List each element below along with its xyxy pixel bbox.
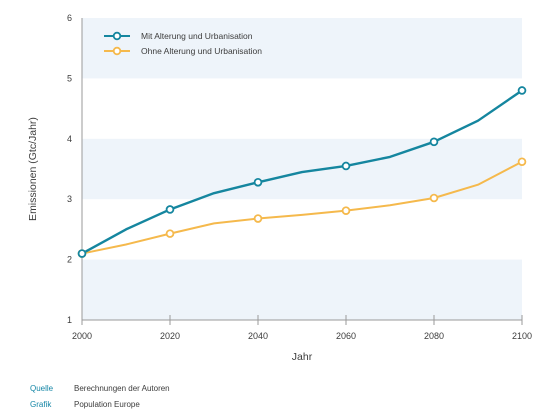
series-point-0 [253, 177, 263, 187]
graphic-line: Grafik Population Europe [30, 400, 140, 409]
source-value: Berechnungen der Autoren [74, 384, 170, 393]
grid-band [82, 18, 522, 79]
x-tick-label: 2000 [72, 331, 92, 341]
x-tick-labels: 2000 2020 2040 2060 2080 2100 [72, 315, 532, 341]
y-axis-title: Emissionen (Gtc/Jahr) [27, 117, 39, 221]
graphic-label: Grafik [30, 400, 52, 409]
x-tick-label: 2080 [424, 331, 444, 341]
series-point-1 [341, 206, 351, 215]
series-markers [77, 86, 527, 258]
x-tick-label: 2100 [512, 331, 532, 341]
source-line: Quelle Berechnungen der Autoren [30, 384, 170, 393]
series-lines [81, 89, 523, 255]
series-line-0 [81, 89, 523, 255]
x-axis-title: Jahr [292, 351, 313, 363]
y-tick-labels: 1 2 3 4 5 6 [67, 13, 72, 325]
legend: Mit Alterung und Urbanisation Ohne Alteru… [104, 31, 262, 56]
legend-label: Ohne Alterung und Urbanisation [141, 46, 262, 56]
grid-band [82, 138, 522, 200]
series-point-1 [165, 229, 175, 238]
grid-bands [82, 18, 522, 320]
y-tick-label: 3 [67, 194, 72, 204]
series-point-0 [77, 249, 87, 258]
y-tick-label: 4 [67, 134, 72, 144]
grid-band [82, 259, 522, 320]
x-tick-label: 2040 [248, 331, 268, 341]
legend-swatch-marker [112, 46, 122, 56]
series-line-1 [81, 160, 523, 255]
line-chart: 1 2 3 4 5 6 2000 2020 2040 2060 2080 2100 Mit Alte… [27, 13, 532, 363]
legend-label: Mit Alterung und Urbanisation [141, 31, 253, 41]
y-tick-label: 1 [67, 315, 72, 325]
legend-swatch-marker [112, 31, 122, 41]
series-point-1 [517, 157, 527, 167]
x-tick-label: 2060 [336, 331, 356, 341]
series-point-1 [253, 214, 263, 223]
x-tick-label: 2020 [160, 331, 180, 341]
y-tick-label: 2 [67, 255, 72, 265]
series-point-0 [517, 86, 527, 95]
series-point-0 [429, 137, 439, 147]
series-point-0 [165, 205, 175, 214]
y-tick-label: 6 [67, 13, 72, 23]
series-point-1 [429, 193, 439, 203]
source-label: Quelle [30, 384, 54, 393]
series-point-0 [341, 161, 351, 171]
y-tick-label: 5 [67, 73, 72, 83]
axes [81, 18, 522, 321]
graphic-value: Population Europe [74, 400, 140, 409]
